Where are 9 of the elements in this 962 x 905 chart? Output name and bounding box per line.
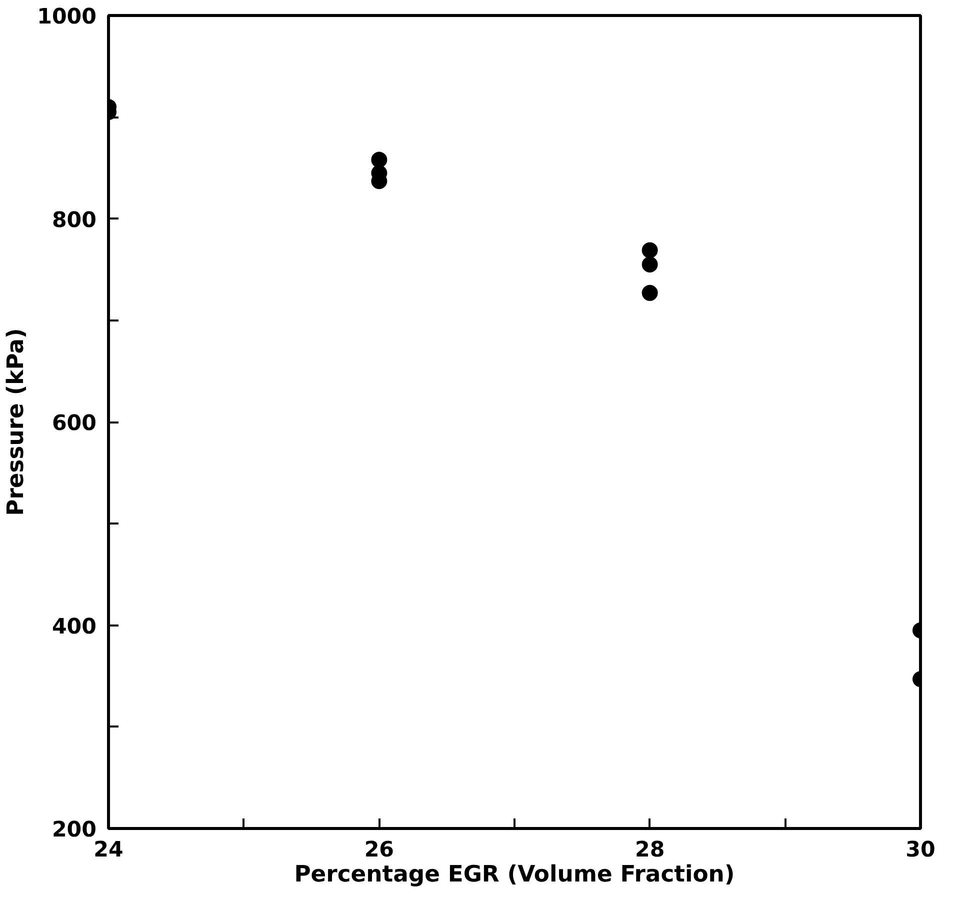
x-axis-title: Percentage EGR (Volume Fraction) xyxy=(294,862,735,888)
x-tick-label: 26 xyxy=(364,838,394,862)
y-axis-title: Pressure (kPa) xyxy=(3,328,30,516)
y-tick-label: 800 xyxy=(52,208,97,233)
y-tick-label: 400 xyxy=(52,614,97,640)
y-tick-label: 600 xyxy=(52,411,97,436)
x-tick-label: 28 xyxy=(634,838,665,862)
y-tick-label: 1000 xyxy=(37,4,97,30)
x-tick-label: 30 xyxy=(906,838,936,862)
